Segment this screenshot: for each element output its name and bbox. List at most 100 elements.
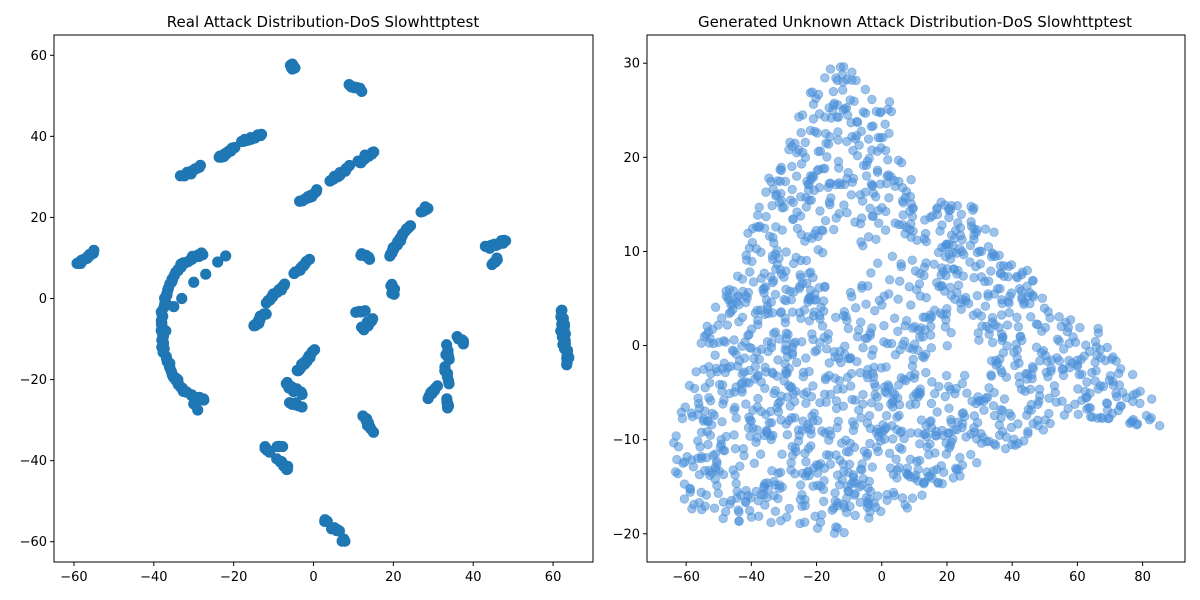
scatter-point [899, 374, 909, 385]
scatter-point [847, 75, 857, 85]
scatter-point [799, 305, 810, 315]
scatter-point [830, 488, 840, 498]
scatter-point [871, 192, 881, 202]
scatter-point [716, 439, 727, 450]
scatter-point [814, 109, 825, 119]
scatter-point [1012, 312, 1022, 323]
x-tick-label: −20 [803, 570, 830, 585]
scatter-point [862, 373, 873, 383]
scatter-point [680, 402, 690, 412]
scatter-point [680, 457, 690, 467]
scatter-point [865, 507, 875, 517]
scatter-point [824, 450, 835, 460]
scatter-point [1035, 391, 1045, 401]
scatter-point [846, 479, 857, 489]
scatter-point [500, 235, 512, 247]
scatter-point [766, 434, 776, 445]
scatter-point [1082, 377, 1092, 387]
scatter-point [700, 465, 710, 476]
scatter-point [862, 448, 873, 459]
real-attack-scatter-chart: Real Attack Distribution-DoS Slowhttptes… [20, 13, 594, 585]
chart-title-real-attack: Real Attack Distribution-DoS Slowhttptes… [167, 13, 480, 31]
scatter-point [1146, 394, 1157, 404]
scatter-point [752, 347, 762, 357]
scatter-point [857, 283, 867, 293]
scatter-point [838, 311, 849, 321]
scatter-point [1023, 426, 1033, 437]
scatter-point [890, 349, 901, 360]
scatter-point [959, 370, 970, 381]
scatter-point [834, 178, 844, 188]
scatter-point [866, 398, 877, 408]
scatter-point [788, 214, 799, 224]
scatter-point [1037, 326, 1047, 336]
chart-title-generated-attack: Generated Unknown Attack Distribution-Do… [698, 13, 1132, 31]
scatter-point [783, 329, 793, 340]
scatter-point [1085, 403, 1096, 413]
x-axis-real-attack: −60 −40 −20 0 20 40 60 [60, 562, 561, 585]
scatter-point [767, 466, 777, 476]
scatter-point [874, 402, 884, 412]
scatter-point [937, 263, 947, 273]
scatter-point [762, 336, 773, 347]
scatter-point [829, 224, 839, 235]
scatter-point [906, 175, 916, 185]
scatter-point [732, 297, 742, 307]
x-tick-label: −60 [672, 570, 699, 585]
scatter-point [838, 62, 849, 72]
scatter-point [1025, 312, 1036, 322]
scatter-point [714, 466, 724, 476]
y-tick-label: −20 [20, 373, 47, 388]
scatter-point [919, 477, 930, 487]
scatter-point [883, 155, 893, 165]
scatter-point [860, 108, 871, 118]
scatter-point [867, 211, 878, 221]
scatter-point [278, 278, 291, 290]
scatter-point [766, 272, 776, 282]
scatter-point [696, 451, 707, 462]
scatter-point [926, 343, 937, 353]
scatter-point [1063, 322, 1073, 333]
scatter-point [847, 291, 857, 302]
scatter-point [1027, 361, 1038, 372]
scatter-point [855, 464, 866, 474]
x-tick-label: 0 [309, 570, 317, 585]
scatter-point [363, 253, 376, 265]
scatter-point [809, 185, 820, 196]
scatter-point [729, 430, 739, 440]
scatter-point [791, 171, 802, 181]
scatter-point [1070, 337, 1081, 348]
scatter-point [957, 235, 967, 245]
scatter-point [762, 426, 772, 437]
scatter-point [946, 437, 956, 447]
scatter-point [741, 399, 751, 409]
scatter-point [767, 254, 778, 265]
scatter-point [987, 337, 998, 348]
scatter-point [677, 413, 688, 424]
scatter-point [971, 261, 981, 272]
scatter-point [718, 399, 728, 409]
scatter-point [737, 384, 747, 394]
scatter-point [992, 283, 1003, 294]
scatter-point [790, 443, 800, 453]
scatter-point [918, 312, 928, 322]
scatter-point [1102, 398, 1113, 409]
scatter-point [673, 442, 684, 452]
scatter-point [980, 301, 991, 311]
scatter-point [973, 328, 983, 338]
scatter-point [709, 503, 720, 513]
scatter-point [776, 415, 786, 425]
scatter-point [754, 202, 764, 213]
scatter-point [934, 381, 944, 392]
scatter-point [732, 486, 742, 496]
scatter-point [834, 375, 845, 386]
scatter-point [876, 143, 886, 153]
scatter-point [1064, 363, 1075, 373]
scatter-point [737, 274, 748, 284]
scatter-point [801, 457, 811, 467]
scatter-point [781, 247, 791, 257]
scatter-point [1063, 403, 1073, 414]
scatter-point [704, 338, 715, 348]
scatter-point [844, 447, 854, 457]
scatter-point [858, 389, 868, 400]
